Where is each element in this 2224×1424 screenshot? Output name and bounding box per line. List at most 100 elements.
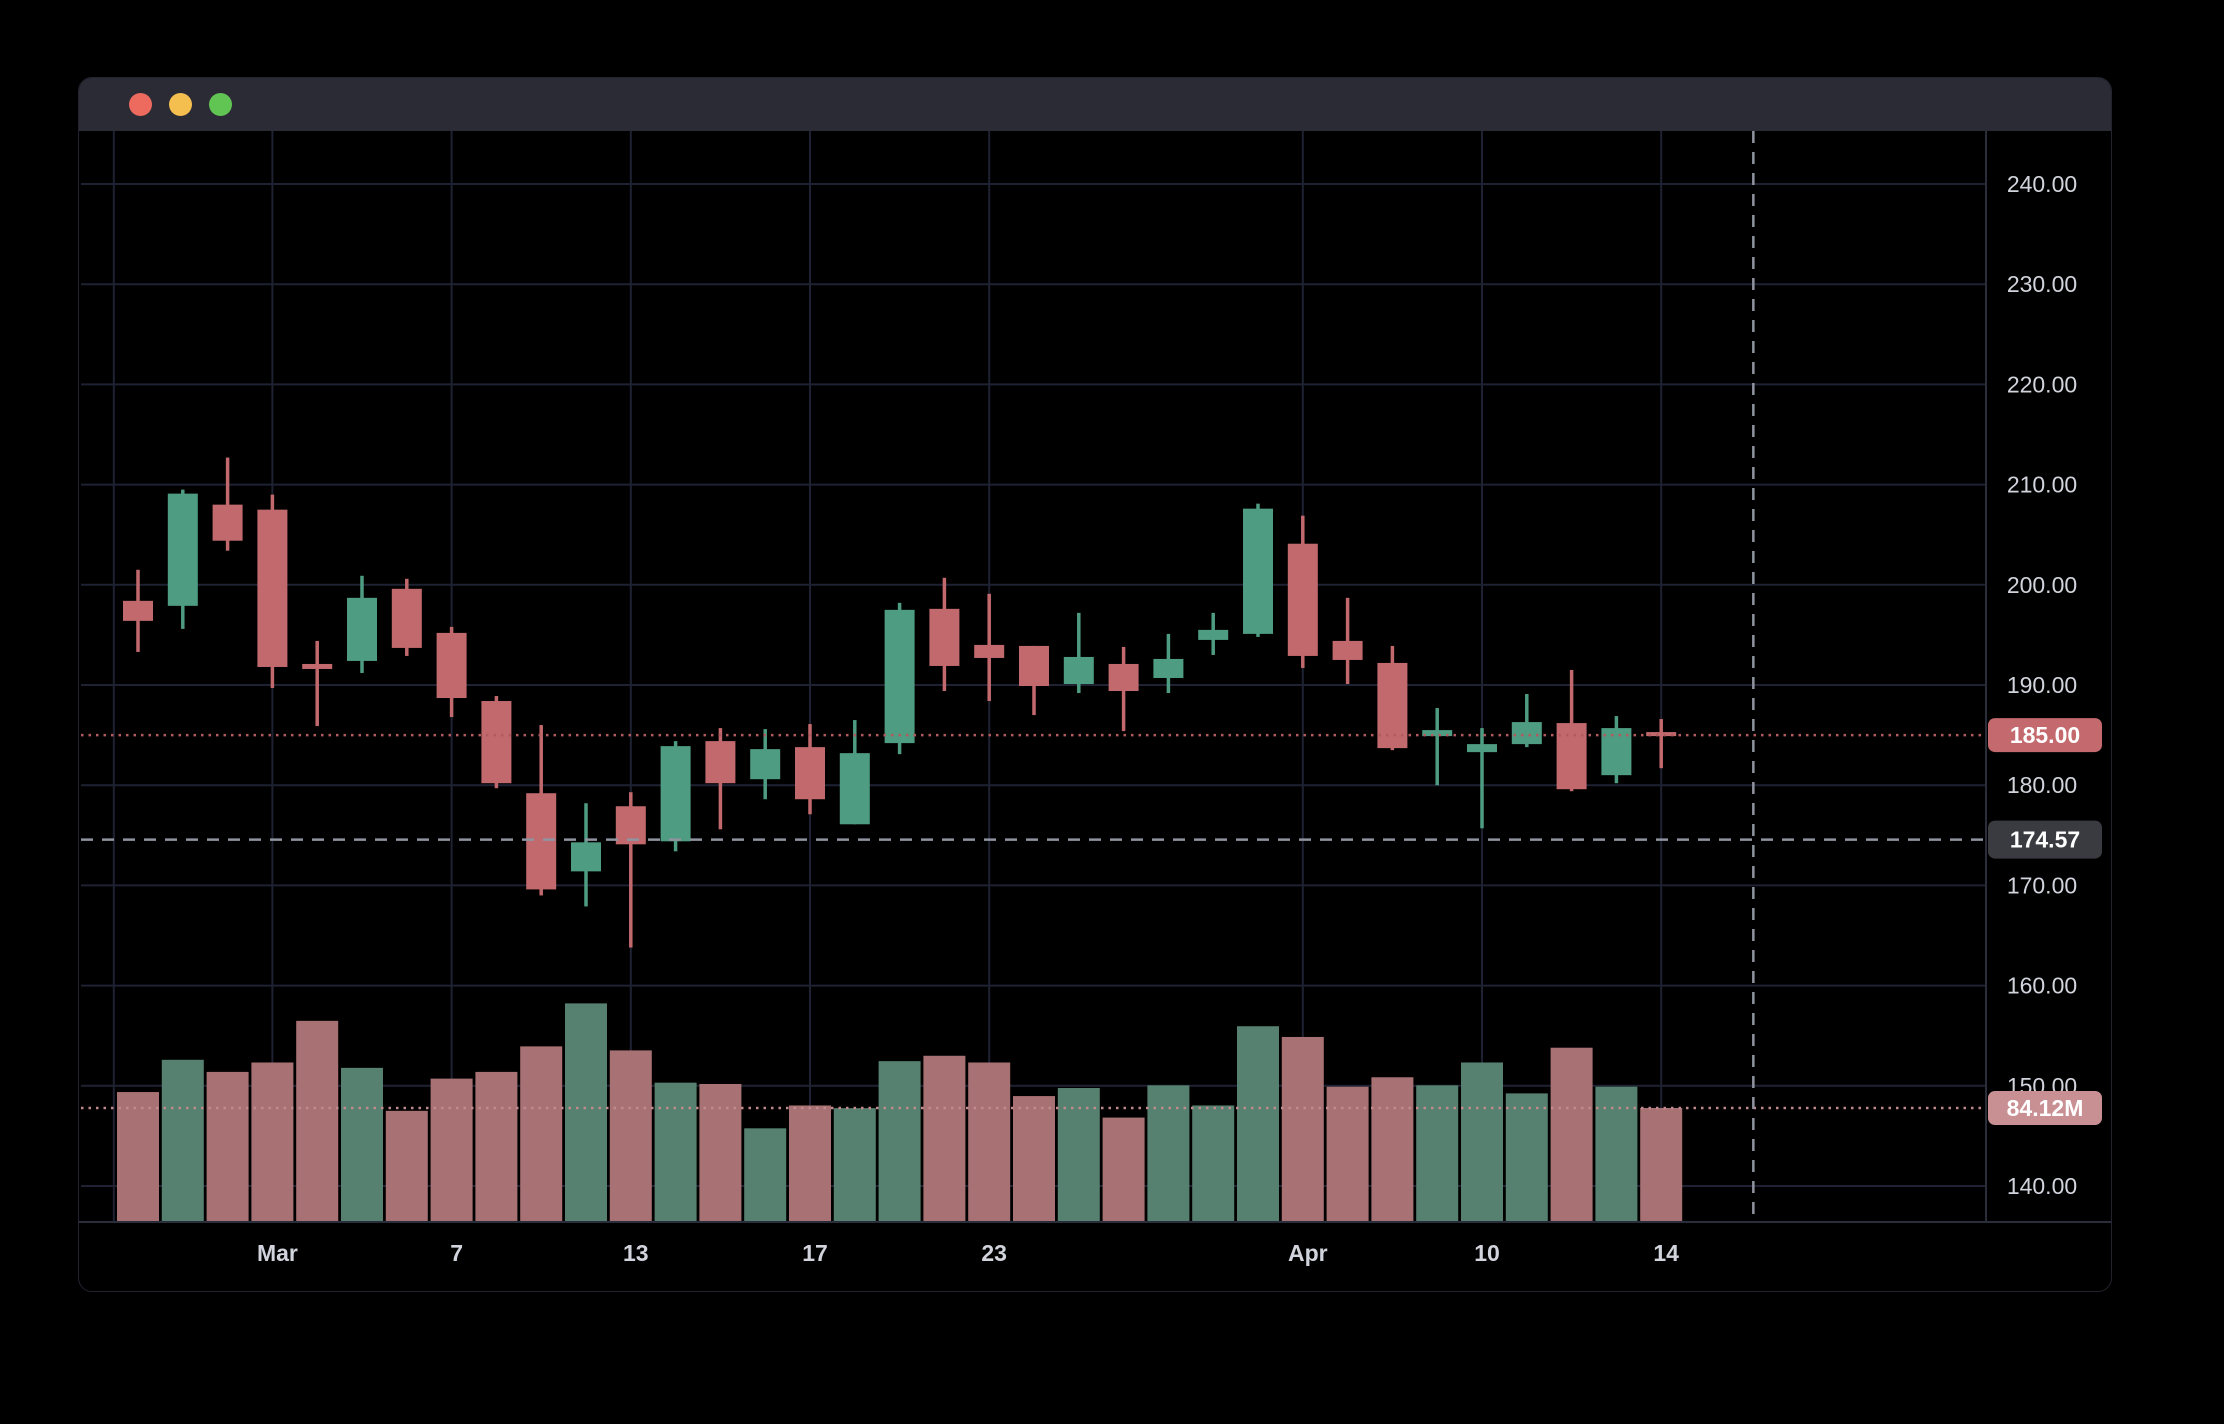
volume-bar — [1461, 1062, 1503, 1221]
candle-up — [750, 749, 781, 780]
x-axis-label: 17 — [802, 1240, 828, 1266]
candle-up — [1467, 744, 1497, 753]
volume-bar — [878, 1061, 921, 1221]
volume-bar — [565, 1003, 607, 1221]
volume-bar — [1147, 1085, 1190, 1221]
candle-wick — [225, 457, 230, 551]
y-axis-label: 210.00 — [2007, 472, 2077, 498]
candle-down — [615, 806, 646, 845]
candle-up — [1153, 658, 1184, 678]
candle-down — [705, 741, 736, 784]
candle-wick — [1480, 728, 1484, 829]
y-axis-label: 240.00 — [2007, 171, 2077, 197]
volume-bar — [789, 1105, 831, 1221]
close-button[interactable] — [129, 93, 152, 116]
volume-bar — [1057, 1088, 1100, 1221]
volume-bar — [1326, 1086, 1369, 1221]
candle-down — [795, 747, 825, 800]
volume-bar — [744, 1128, 787, 1221]
last-price-badge-label: 185.00 — [2010, 722, 2080, 748]
y-axis-label: 170.00 — [2007, 872, 2077, 898]
volume-bar — [1416, 1085, 1459, 1221]
y-axis-label: 220.00 — [2007, 371, 2077, 397]
candle-wick — [629, 792, 633, 948]
volume-bar — [1013, 1096, 1055, 1221]
candle-down — [302, 663, 333, 669]
volume-bar — [520, 1046, 563, 1221]
candle-up — [660, 746, 691, 842]
x-axis-label: 14 — [1653, 1240, 1679, 1266]
volume-bar — [654, 1082, 697, 1221]
volume-bar — [968, 1062, 1011, 1221]
x-axis-label: Mar — [257, 1240, 298, 1266]
candle-up — [1198, 629, 1229, 640]
candle-down — [1332, 640, 1363, 660]
crosshair-price-badge-label: 174.57 — [2010, 827, 2080, 853]
volume-bar — [1640, 1108, 1683, 1221]
volume-bar — [923, 1055, 966, 1221]
volume-bar — [117, 1092, 159, 1221]
candle-down — [1646, 732, 1677, 737]
last-volume-badge — [1988, 1091, 2102, 1125]
volume-bar — [341, 1067, 383, 1221]
candle-down — [1108, 663, 1139, 692]
volume-bar — [1102, 1117, 1145, 1221]
candle-wick — [315, 640, 319, 727]
candlestick-chart[interactable]: 240.00 230.00 220.00 210.00 200.00 190.00 180.… — [79, 131, 2111, 1291]
x-axis-label: Apr — [1288, 1240, 1328, 1266]
app-window: 240.00 230.00 220.00 210.00 200.00 190.00 180.… — [78, 77, 2112, 1292]
candle-up — [1243, 508, 1273, 634]
candle-wick — [1659, 719, 1663, 769]
zoom-button[interactable] — [209, 93, 232, 116]
chart-canvas[interactable]: 240.00 230.00 220.00 210.00 200.00 190.00 180.… — [79, 131, 2111, 1291]
volume-bar — [609, 1050, 652, 1221]
volume-bar — [385, 1110, 428, 1221]
x-axis-label: 23 — [981, 1240, 1007, 1266]
y-axis-label: 160.00 — [2007, 973, 2077, 999]
volume-bar — [161, 1059, 204, 1221]
last-price-badge — [1988, 718, 2102, 753]
volume-bar — [833, 1108, 876, 1221]
y-axis-label: 190.00 — [2007, 672, 2077, 698]
volume-bar — [1237, 1026, 1279, 1221]
volume-bar — [475, 1071, 518, 1221]
candle-up — [1422, 730, 1453, 737]
candle-wick — [1077, 612, 1081, 694]
candle-down — [974, 644, 1005, 658]
y-axis-label: 140.00 — [2007, 1173, 2077, 1199]
crosshair-price-badge — [1988, 820, 2102, 859]
volume-bar — [1371, 1077, 1414, 1221]
volume-bar — [251, 1062, 294, 1221]
volume-bar — [1192, 1105, 1235, 1221]
candle-down — [481, 701, 512, 784]
window-titlebar[interactable] — [79, 78, 2111, 131]
volume-bar — [1281, 1036, 1324, 1221]
candle-up — [839, 753, 870, 825]
candle-down — [929, 608, 960, 666]
candle-down — [1556, 723, 1587, 790]
x-axis-label: 7 — [450, 1240, 463, 1266]
candle-up — [347, 597, 377, 661]
candle-up — [884, 609, 915, 744]
candle-down — [436, 632, 467, 699]
candle-down — [1019, 645, 1049, 687]
candle-up — [571, 842, 601, 872]
candle-down — [1287, 543, 1318, 656]
candle-wick — [1435, 708, 1439, 786]
x-axis-label: 10 — [1474, 1240, 1500, 1266]
minimize-button[interactable] — [169, 93, 192, 116]
candle-up — [167, 493, 198, 606]
x-axis-label: 13 — [623, 1240, 649, 1266]
last-volume-badge-label: 84.12M — [2007, 1095, 2084, 1121]
candle-up — [1511, 722, 1542, 745]
y-axis-label: 230.00 — [2007, 271, 2077, 297]
volume-bar — [206, 1071, 249, 1221]
candle-down — [257, 509, 288, 667]
volume-bar — [296, 1020, 339, 1221]
volume-bar — [430, 1078, 473, 1221]
volume-bar — [699, 1083, 742, 1221]
y-axis-label: 200.00 — [2007, 572, 2077, 598]
candle-down — [526, 793, 557, 890]
candle-wick — [1525, 694, 1529, 748]
